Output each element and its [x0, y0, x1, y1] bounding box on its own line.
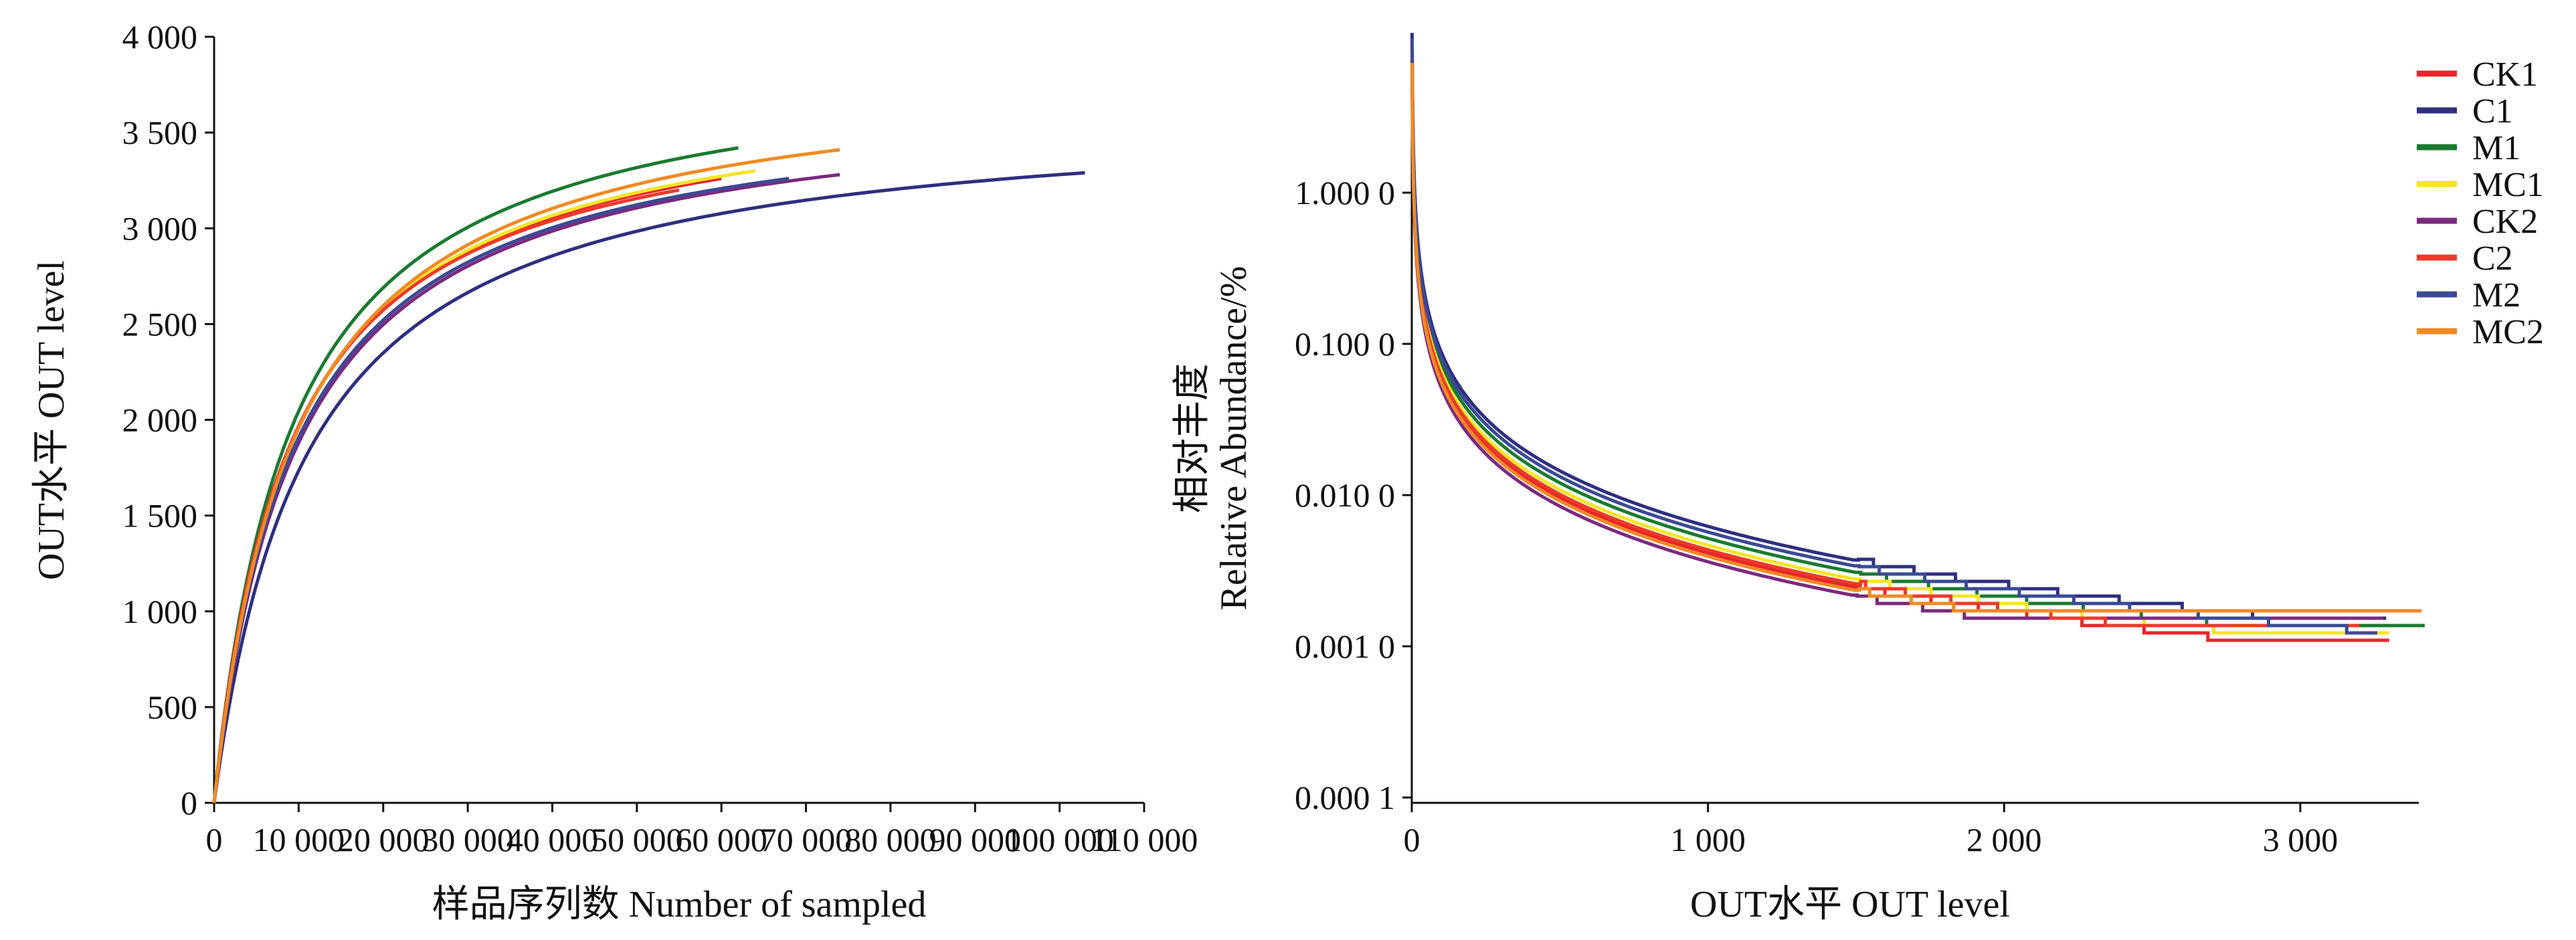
left-x-tick-label: 100 000 [1005, 821, 1114, 858]
left-y-tick-label: 2 500 [122, 305, 198, 343]
right-y-tick-label: 0.001 0 [1295, 628, 1395, 665]
rank-abundance-line-ck2 [1410, 68, 2383, 620]
right-x-tick-label: 2 000 [1966, 821, 2042, 858]
right-y-axis-label-cn: 相对丰度 [1172, 363, 1213, 513]
rank-abundance-line-m2 [1410, 38, 2377, 635]
rank-abundance-chart: 0 1 000 2 000 3 000 1.000 0 0.100 0 0.010 0 0.0… [1172, 33, 2544, 925]
legend-label-m1: M1 [2472, 129, 2520, 167]
rarefaction-line-ck2 [212, 173, 840, 804]
right-x-tick-label: 1 000 [1670, 821, 1746, 858]
rank-abundance-line-c1 [1410, 33, 2387, 620]
legend-label-c1: C1 [2472, 92, 2513, 130]
right-x-axis-label: OUT水平 OUT level [1690, 884, 2010, 925]
left-x-tick-label: 60 000 [675, 821, 767, 858]
left-x-tick-label: 70 000 [760, 821, 852, 858]
rarefaction-line-mc2 [212, 148, 840, 804]
left-x-tick-label: 80 000 [844, 821, 937, 858]
left-x-tick-label: 50 000 [591, 821, 683, 858]
left-x-tick-label: 110 000 [1091, 821, 1198, 858]
right-y-tick-label: 0.100 0 [1295, 325, 1395, 363]
rank-abundance-line-m1 [1410, 45, 2425, 628]
right-x-tick-label: 0 [1404, 821, 1420, 858]
left-y-tick-label: 1 000 [122, 593, 198, 630]
left-x-tick-label: 40 000 [507, 821, 599, 858]
right-y-axis-label-en: Relative Abundance/% [1213, 266, 1255, 611]
left-x-tick-label: 0 [206, 821, 223, 858]
left-y-tick-label: 1 500 [122, 497, 198, 535]
left-y-axis-label: OUT水平 OUT level [31, 260, 72, 580]
legend-label-mc1: MC1 [2472, 166, 2544, 204]
right-y-tick-label: 0.010 0 [1295, 476, 1395, 514]
legend-label-c2: C2 [2472, 240, 2513, 278]
left-y-tick-label: 2 000 [122, 401, 198, 439]
right-x-tick-label: 3 000 [2263, 821, 2338, 858]
left-x-tick-label: 20 000 [337, 821, 430, 858]
rank-abundance-line-ck1 [1410, 59, 2389, 642]
legend-label-ck1: CK1 [2472, 56, 2538, 94]
right-y-tick-label: 0.000 1 [1295, 779, 1395, 816]
rank-abundance-line-c2 [1410, 56, 2360, 628]
legend-label-ck2: CK2 [2472, 203, 2538, 241]
rarefaction-line-c2 [212, 188, 680, 804]
rank-abundance-line-mc1 [1410, 52, 2389, 635]
left-y-tick-label: 4 000 [122, 18, 198, 56]
left-y-tick-label: 500 [147, 688, 197, 726]
rank-abundance-line-mc2 [1410, 62, 2422, 613]
legend-label-m2: M2 [2472, 276, 2520, 314]
left-x-tick-label: 30 000 [422, 821, 514, 858]
left-x-axis-label: 样品序列数 Number of sampled [432, 884, 927, 925]
left-y-tick-label: 0 [181, 784, 197, 822]
left-y-tick-label: 3 000 [122, 209, 198, 247]
right-y-tick-label: 1.000 0 [1295, 174, 1395, 211]
left-x-tick-label: 90 000 [929, 821, 1022, 858]
left-x-tick-label: 10 000 [253, 821, 345, 858]
rarefaction-line-c1 [212, 171, 1085, 804]
rarefaction-line-m2 [212, 177, 790, 804]
legend-label-mc2: MC2 [2472, 313, 2544, 351]
left-y-tick-label: 3 500 [122, 114, 198, 151]
rarefaction-line-mc1 [212, 169, 756, 804]
